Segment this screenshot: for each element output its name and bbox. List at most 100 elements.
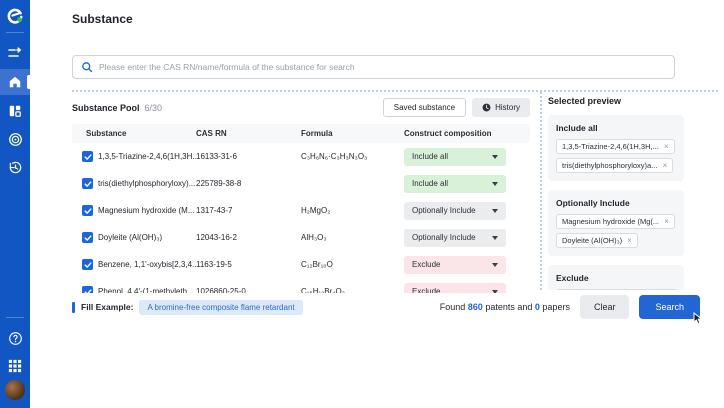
col-substance: Substance xyxy=(86,129,127,138)
sidebar-item-workspace[interactable] xyxy=(0,99,30,123)
composition-dropdown[interactable]: Include all xyxy=(404,174,506,193)
substance-name: Phenol, 4,4'-(1-methyleth... xyxy=(98,287,194,293)
col-cas-rn: CAS RN xyxy=(196,129,227,138)
remove-chip-icon[interactable]: × xyxy=(662,160,668,170)
selected-preview-panel: Selected preview Include all 1,3,5-Triaz… xyxy=(548,96,684,290)
table-row: tris(diethylphosphoryloxy)... 225789-38-… xyxy=(72,170,530,197)
example-chip[interactable]: A bromine-free composite flame retardant xyxy=(139,299,303,315)
row-checkbox[interactable] xyxy=(82,259,93,270)
formula: C₁₅H₁₂Br₄O₂ xyxy=(301,287,345,293)
sidebar-item-radar[interactable] xyxy=(0,127,30,151)
results-count: Found 860 patents and 0 papers xyxy=(439,302,570,312)
cas-rn: 12043-16-2 xyxy=(196,233,237,242)
search-icon xyxy=(82,62,93,73)
row-checkbox[interactable] xyxy=(82,205,93,216)
collapse-menu-icon[interactable] xyxy=(0,41,30,65)
preview-chip: Doyleite (Al(OH)₃) × xyxy=(556,233,638,248)
preview-chip: Benzene, 1,1'-oxybis[2,3,4,5...× xyxy=(556,289,678,290)
substance-name: Benzene, 1,1'-oxybis[2,3,4... xyxy=(98,260,196,269)
horizontal-divider xyxy=(72,90,718,92)
chevron-down-icon xyxy=(492,289,498,293)
chevron-down-icon xyxy=(492,181,498,186)
sidebar-item-history[interactable] xyxy=(0,155,30,179)
row-checkbox[interactable] xyxy=(82,151,93,162)
patents-count: 860 xyxy=(467,302,483,312)
mouse-cursor-icon xyxy=(693,312,703,325)
table-row: 1,3,5-Triazine-2,4,6(1H,3H... 16133-31-6… xyxy=(72,143,530,170)
user-avatar[interactable] xyxy=(5,380,25,400)
chevron-down-icon xyxy=(492,262,498,267)
table-row: Benzene, 1,1'-oxybis[2,3,4... 1163-19-5 … xyxy=(72,251,530,278)
sidebar-divider xyxy=(6,32,24,33)
remove-chip-icon[interactable]: × xyxy=(664,216,669,226)
composition-dropdown[interactable]: Exclude xyxy=(404,255,506,274)
clear-button[interactable]: Clear xyxy=(579,295,630,319)
sidebar-item-home[interactable] xyxy=(0,69,30,95)
composition-dropdown[interactable]: Optionally Include xyxy=(404,228,506,247)
chevron-down-icon xyxy=(492,235,498,240)
sidebar-divider xyxy=(6,317,24,318)
col-construct: Construct composition xyxy=(404,129,492,138)
chevron-down-icon xyxy=(492,208,498,213)
history-button[interactable]: History xyxy=(472,97,530,117)
pool-heading: Substance Pool 6/30 xyxy=(72,98,162,116)
cas-rn: 16133-31-6 xyxy=(196,152,237,161)
table-row: Phenol, 4,4'-(1-methyleth... 1026860-25-… xyxy=(72,278,530,293)
substance-name: tris(diethylphosphoryloxy)... xyxy=(98,179,196,188)
main-content: Substance Substance Pool 6/30 Saved subst… xyxy=(30,0,724,408)
cas-rn: 225789-38-8 xyxy=(196,179,242,188)
composition-dropdown[interactable]: Exclude xyxy=(404,282,506,293)
substance-name: Magnesium hydroxide (M... xyxy=(98,206,195,215)
substance-name: Doyleite (Al(OH)₃) xyxy=(98,233,163,242)
formula: H₂MgO₂ xyxy=(301,206,331,215)
preview-group-optionally-include: Optionally Include Magnesium hydroxide (… xyxy=(548,190,684,256)
apps-grid-icon[interactable] xyxy=(0,354,30,378)
formula: C₁₂Br₁₀O xyxy=(301,260,333,269)
composition-dropdown[interactable]: Include all xyxy=(404,147,506,166)
substance-search-bar[interactable] xyxy=(72,55,675,79)
table-header: Substance CAS RN Formula Construct compo… xyxy=(72,124,530,143)
remove-chip-icon[interactable]: × xyxy=(663,141,669,151)
preview-title: Selected preview xyxy=(548,96,622,106)
col-formula: Formula xyxy=(301,129,333,138)
row-checkbox[interactable] xyxy=(82,178,93,189)
remove-chip-icon[interactable]: × xyxy=(627,235,632,245)
preview-chip: Magnesium hydroxide (Mg(... × xyxy=(556,214,675,229)
preview-chip: 1,3,5-Triazine-2,4,6(1H,3H,... × xyxy=(556,139,675,154)
cas-rn: 1163-19-5 xyxy=(196,260,232,269)
clock-icon xyxy=(482,103,491,111)
row-checkbox[interactable] xyxy=(82,232,93,243)
help-icon[interactable] xyxy=(0,326,30,350)
table-row: Magnesium hydroxide (M... 1317-43-7 H₂Mg… xyxy=(72,197,530,224)
search-input[interactable] xyxy=(99,62,666,72)
substance-name: 1,3,5-Triazine-2,4,6(1H,3H... xyxy=(98,152,196,161)
row-checkbox[interactable] xyxy=(82,286,93,293)
formula: C₃H₆N₆·C₃H₃N₃O₃ xyxy=(301,152,368,161)
preview-group-include-all: Include all 1,3,5-Triazine-2,4,6(1H,3H,.… xyxy=(548,115,684,181)
preview-group-exclude: Exclude Benzene, 1,1'-oxybis[2,3,4,5...×… xyxy=(548,265,684,290)
pool-title: Substance Pool xyxy=(72,103,140,113)
active-indicator xyxy=(27,75,30,89)
cas-rn: 1317-43-7 xyxy=(196,206,233,215)
vertical-divider xyxy=(540,92,542,290)
papers-count: 0 xyxy=(534,302,540,312)
chevron-down-icon xyxy=(492,154,498,159)
brand-logo-icon[interactable] xyxy=(5,6,25,26)
accent-bar xyxy=(72,301,75,313)
table-row: Doyleite (Al(OH)₃) 12043-16-2 AlH₃O₃ Opt… xyxy=(72,224,530,251)
pool-count: 6/30 xyxy=(144,103,163,113)
substance-pool-section: Substance Pool 6/30 Saved substance Histo… xyxy=(72,96,530,293)
saved-substance-button[interactable]: Saved substance xyxy=(382,97,467,117)
sidebar xyxy=(0,0,30,408)
fill-example-label: Fill Example: xyxy=(81,302,134,312)
formula: AlH₃O₃ xyxy=(301,233,327,242)
page-title: Substance xyxy=(72,12,133,26)
substance-table: Substance CAS RN Formula Construct compo… xyxy=(72,124,530,293)
preview-chip: tris(diethylphosphoryloxy)a... × xyxy=(556,158,674,173)
search-button[interactable]: Search xyxy=(639,295,703,325)
action-bar: Fill Example: A bromine-free composite f… xyxy=(72,292,703,325)
composition-dropdown[interactable]: Optionally Include xyxy=(404,201,506,220)
table-body: 1,3,5-Triazine-2,4,6(1H,3H... 16133-31-6… xyxy=(72,143,530,293)
cas-rn: 1026860-25-0 xyxy=(196,287,246,293)
